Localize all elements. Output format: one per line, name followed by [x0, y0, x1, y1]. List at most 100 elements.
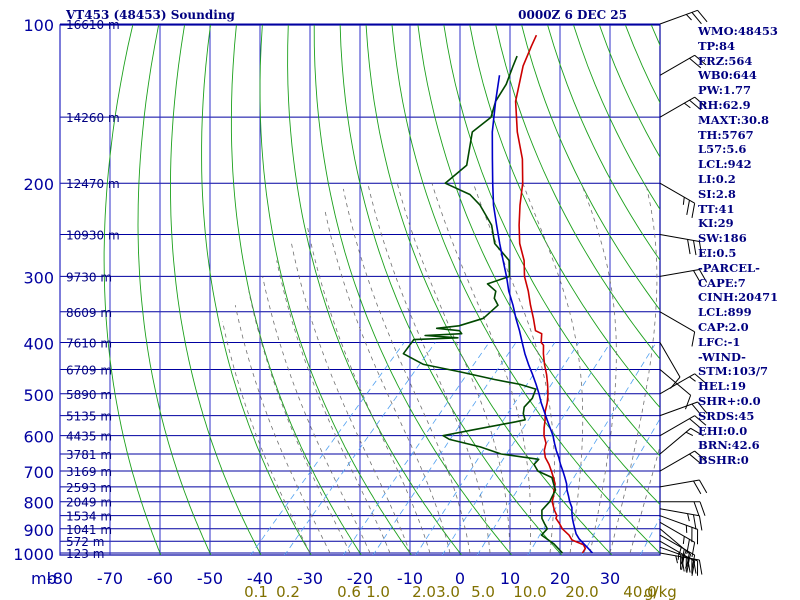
- dry-adiabat: [417, 25, 660, 506]
- pressure-unit-label: mb: [31, 569, 57, 588]
- wind-barb-flag: [693, 270, 702, 284]
- dry-adiabat: [230, 25, 362, 555]
- dry-adiabat: [170, 25, 262, 555]
- parcel-trace: [491, 75, 594, 554]
- height-label: 14260 m: [66, 111, 120, 125]
- moist-adiabat: [343, 188, 471, 554]
- index-item: -WIND-: [698, 349, 746, 364]
- temperature-tick-label: -30: [297, 569, 323, 588]
- dry-adiabat: [287, 25, 463, 555]
- wind-barb: [659, 369, 692, 410]
- moist-adiabat: [431, 183, 531, 553]
- mixing-ratio-unit-label: g/kg: [644, 583, 677, 600]
- wind-barb-flag: [689, 57, 702, 69]
- wind-barb-flag: [698, 241, 703, 257]
- temperature-tick-label: -80: [47, 569, 73, 588]
- wind-barb: [659, 9, 708, 25]
- dry-adiabat: [103, 25, 162, 555]
- wind-barb: [659, 515, 699, 545]
- index-item: WB0:644: [698, 68, 757, 83]
- wind-barb: [659, 528, 692, 569]
- moist-adiabat: [248, 291, 351, 554]
- wind-barb-flag: [698, 269, 708, 283]
- moist-adiabat: [522, 183, 584, 554]
- index-item: LCL:942: [698, 157, 752, 172]
- wind-barb: [659, 311, 696, 347]
- wind-barbs: [659, 9, 708, 576]
- moist-adiabat: [580, 183, 617, 554]
- wind-barb-staff: [659, 521, 695, 543]
- height-label: 8609 m: [66, 306, 112, 320]
- sounding-datetime: 0000Z 6 DEC 25: [518, 8, 627, 22]
- temperature-tick-label: 10: [500, 569, 520, 588]
- wind-barb-flag: [697, 401, 708, 414]
- dry-adiabat: [391, 25, 660, 554]
- mixing-ratio-line: [415, 342, 556, 555]
- wind-barb-flag: [698, 515, 703, 531]
- index-item: CINH:20471: [698, 290, 779, 305]
- height-label: 16610 m: [66, 18, 120, 32]
- temperature-tick-label: -60: [147, 569, 173, 588]
- wind-barb-flag: [692, 240, 697, 256]
- wind-barb-flag: [686, 200, 690, 215]
- wind-barb-flag: [692, 514, 697, 530]
- wind-barb: [659, 268, 708, 284]
- wind-barb-staff: [659, 96, 695, 118]
- index-item: TP:84: [698, 38, 736, 53]
- dry-adiabat: [469, 25, 660, 409]
- wind-barb-flag: [686, 558, 690, 573]
- wind-barb-staff: [659, 268, 700, 277]
- wind-barb-flag: [680, 550, 687, 565]
- height-label: 6709 m: [66, 364, 112, 378]
- mixing-ratio-line: [342, 342, 490, 555]
- wind-barb-flag: [685, 554, 692, 569]
- index-item: FRZ:564: [698, 53, 753, 68]
- moist-adiabat: [367, 183, 491, 554]
- index-item: PW:1.77: [698, 83, 752, 98]
- dry-adiabat: [443, 25, 660, 457]
- index-item: WMO:48453: [698, 24, 778, 38]
- index-item: BRN:42.6: [698, 438, 760, 453]
- index-item: TH:5767: [698, 127, 754, 142]
- index-item: HEL:19: [698, 379, 746, 394]
- wind-barb: [659, 54, 707, 76]
- wind-barb-staff: [659, 450, 695, 472]
- index-item: STM:103/7: [698, 364, 769, 379]
- mixing-ratio-line: [250, 342, 405, 555]
- wind-barb: [659, 546, 699, 576]
- pressure-tick-label: 300: [23, 268, 54, 287]
- height-label: 1041 m: [66, 523, 112, 537]
- dry-adiabat: [137, 25, 212, 555]
- wind-barb: [659, 521, 696, 558]
- mixing-ratio-label: 1.0: [366, 583, 390, 600]
- pressure-tick-label: 600: [23, 428, 54, 447]
- index-item: -PARCEL-: [698, 260, 760, 275]
- sounding-traces: [402, 34, 594, 554]
- dry-adiabat: [365, 25, 613, 555]
- wind-barb-half-flag: [685, 14, 692, 21]
- wind-barb-flag: [691, 203, 696, 218]
- wind-barb-flag: [694, 96, 707, 108]
- moist-adiabat: [472, 183, 555, 554]
- wind-barb-flag: [694, 415, 707, 426]
- wind-barb-staff: [659, 182, 695, 204]
- wind-barb-half-flag: [683, 102, 691, 109]
- height-label: 7610 m: [66, 336, 112, 350]
- height-label: 10930 m: [66, 229, 120, 243]
- wind-barb-flag: [698, 559, 703, 575]
- moist-adiabat: [222, 321, 311, 554]
- mixing-ratio-line: [284, 342, 436, 555]
- height-label: 1534 m: [66, 510, 112, 524]
- wind-barb-staff: [659, 479, 700, 488]
- wind-barb-staff: [659, 342, 681, 378]
- moist-adiabat: [396, 183, 511, 553]
- dewpoint-trace: [402, 55, 564, 554]
- mixing-ratio-line: [582, 417, 660, 555]
- wind-barb-flag: [669, 376, 681, 389]
- mixing-ratio-label: 5.0: [471, 583, 495, 600]
- height-label: 5135 m: [66, 410, 112, 424]
- wind-barb: [659, 96, 707, 118]
- wind-barb-flag: [691, 331, 696, 347]
- height-label: 572 m: [66, 535, 104, 549]
- mixing-ratio-label: 0.1: [244, 583, 268, 600]
